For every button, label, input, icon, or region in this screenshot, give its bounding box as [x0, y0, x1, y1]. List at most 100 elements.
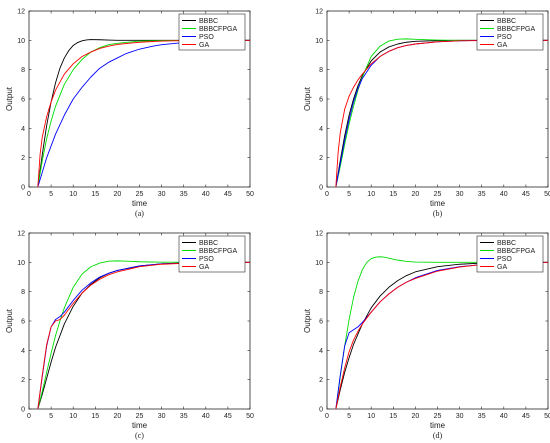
y-tick-label: 12 [315, 231, 323, 238]
series-line-bbbc [335, 39, 548, 188]
series-line-bbbcfpga [37, 39, 250, 188]
y-tick-label: 6 [319, 319, 323, 326]
x-tick-label: 5 [49, 191, 53, 198]
y-tick-label: 2 [319, 155, 323, 162]
x-tick-label: 45 [522, 191, 530, 198]
y-tick-label: 12 [17, 231, 25, 238]
x-tick-label: 40 [500, 191, 508, 198]
y-tick-label: 0 [319, 407, 323, 414]
x-axis-label: time [430, 421, 446, 430]
y-tick-label: 0 [21, 407, 25, 414]
x-tick-label: 30 [456, 413, 464, 420]
y-tick-label: 10 [315, 38, 323, 45]
x-tick-label: 15 [91, 191, 99, 198]
panel-caption: (a) [135, 209, 144, 218]
y-axis-label: Output [303, 308, 312, 333]
series-line-bbbcfpga [335, 38, 548, 188]
y-tick-label: 8 [319, 289, 323, 296]
x-tick-label: 25 [434, 413, 442, 420]
x-tick-label: 10 [69, 413, 77, 420]
y-tick-label: 0 [21, 185, 25, 192]
legend-entry: BBBC [199, 18, 218, 25]
x-tick-label: 20 [412, 413, 420, 420]
x-tick-label: 35 [478, 191, 486, 198]
legend-entry: GA [199, 264, 209, 271]
y-tick-label: 2 [319, 377, 323, 384]
series-line-pso [335, 39, 548, 188]
legend-entry: BBBC [497, 18, 516, 25]
series-line-bbbc [37, 261, 250, 410]
x-tick-label: 50 [544, 191, 550, 198]
y-axis-label: Output [5, 308, 14, 333]
legend-entry: BBBCFPGA [199, 248, 237, 255]
x-tick-label: 5 [347, 191, 351, 198]
legend-entry: PSO [199, 256, 214, 263]
legend-entry: GA [497, 264, 507, 271]
y-tick-label: 2 [21, 155, 25, 162]
x-tick-label: 40 [500, 413, 508, 420]
x-tick-label: 50 [246, 413, 254, 420]
y-tick-label: 10 [17, 260, 25, 267]
y-tick-label: 10 [17, 38, 25, 45]
x-tick-label: 10 [69, 191, 77, 198]
chart-panel-2: 0 5 10 15 20 25 30 35 40 45 50 0 2 4 6 8 10 12 time Output (… [303, 9, 550, 219]
series-line-pso [37, 39, 250, 188]
series-line-pso [37, 261, 250, 410]
series-line-bbbc [37, 39, 250, 188]
x-tick-label: 30 [158, 191, 166, 198]
y-tick-label: 0 [319, 185, 323, 192]
chart-panel-3: 0 5 10 15 20 25 30 35 40 45 50 0 2 4 6 8 10 12 time Output (… [5, 231, 254, 441]
legend-entry: BBBC [199, 240, 218, 247]
y-tick-label: 4 [21, 348, 25, 355]
y-tick-label: 8 [319, 67, 323, 74]
x-tick-label: 5 [347, 413, 351, 420]
x-tick-label: 45 [224, 191, 232, 198]
series-line-pso [335, 261, 549, 410]
y-tick-label: 8 [21, 289, 25, 296]
y-tick-label: 12 [17, 9, 25, 16]
x-tick-label: 25 [136, 413, 144, 420]
series-line-bbbcfpga [37, 260, 250, 410]
y-tick-label: 6 [319, 97, 323, 104]
chart-panel-1: 0 5 10 15 20 25 30 35 40 45 50 0 2 4 6 8 10 12 time Output (… [5, 9, 254, 219]
series-line-bbbc [335, 261, 548, 410]
x-tick-label: 25 [434, 191, 442, 198]
x-tick-label: 10 [367, 191, 375, 198]
x-tick-label: 0 [325, 413, 329, 420]
y-tick-label: 6 [21, 319, 25, 326]
x-tick-label: 15 [91, 413, 99, 420]
x-tick-label: 40 [202, 191, 210, 198]
y-tick-label: 4 [319, 348, 323, 355]
x-tick-label: 30 [456, 191, 464, 198]
legend-entry: BBBCFPGA [497, 26, 535, 33]
x-tick-label: 15 [389, 413, 397, 420]
y-tick-label: 2 [21, 377, 25, 384]
x-tick-label: 40 [202, 413, 210, 420]
x-axis-label: time [132, 199, 148, 208]
x-tick-label: 20 [114, 413, 122, 420]
panel-caption: (c) [135, 431, 144, 440]
legend-entry: GA [199, 42, 209, 49]
legend-entry: PSO [497, 256, 512, 263]
x-tick-label: 0 [325, 191, 329, 198]
series-line-ga [37, 261, 250, 410]
chart-panel-4: 0 5 10 15 20 25 30 35 40 45 50 0 2 4 6 8 10 12 time Output (… [303, 231, 550, 441]
y-tick-label: 12 [315, 9, 323, 16]
x-tick-label: 45 [224, 413, 232, 420]
y-tick-label: 4 [21, 126, 25, 133]
y-tick-label: 6 [21, 97, 25, 104]
legend-entry: PSO [497, 34, 512, 41]
x-tick-label: 35 [180, 413, 188, 420]
x-tick-label: 25 [136, 191, 144, 198]
x-tick-label: 15 [389, 191, 397, 198]
x-tick-label: 0 [27, 413, 31, 420]
x-axis-label: time [132, 421, 148, 430]
series-line-ga [335, 261, 549, 410]
x-tick-label: 30 [158, 413, 166, 420]
x-tick-label: 20 [114, 191, 122, 198]
x-tick-label: 5 [49, 413, 53, 420]
